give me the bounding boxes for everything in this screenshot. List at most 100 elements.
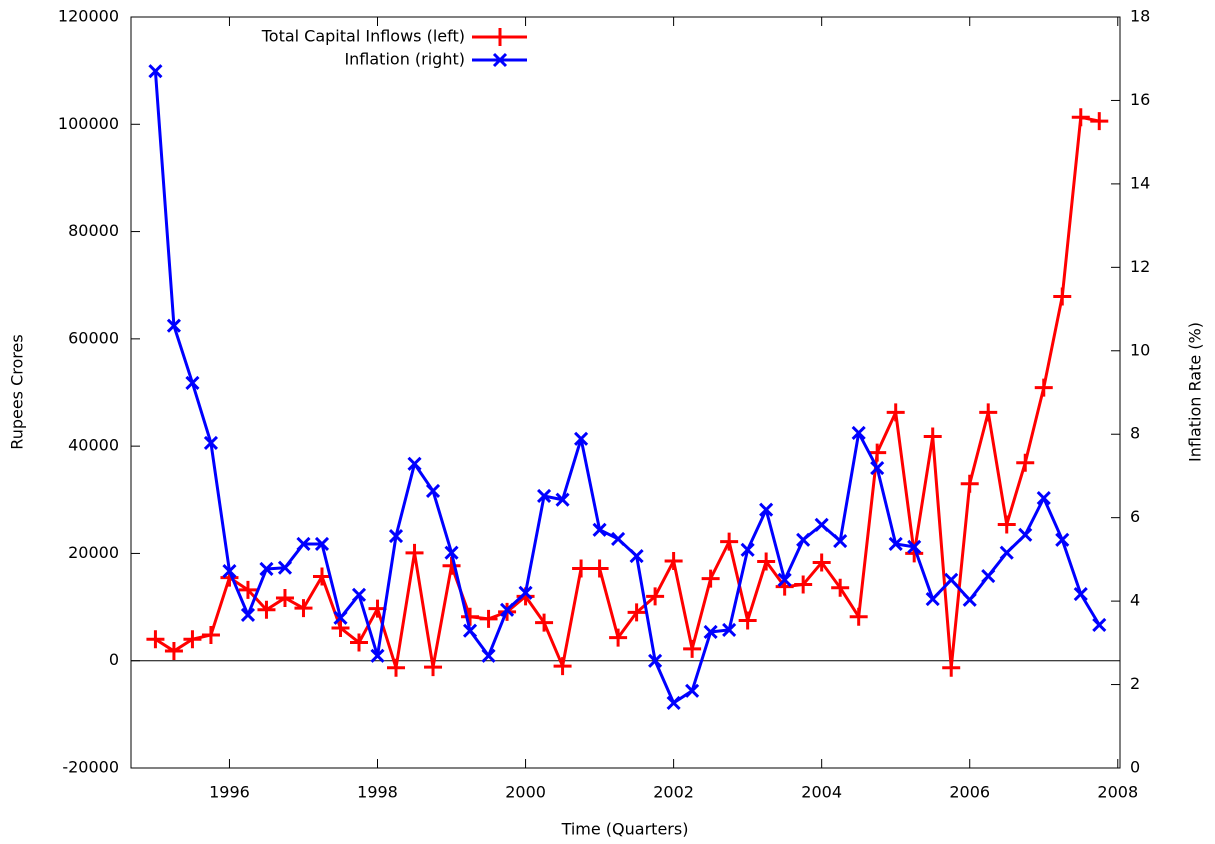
marker xyxy=(1073,586,1088,602)
marker xyxy=(611,531,626,547)
marker xyxy=(720,532,739,551)
marker xyxy=(851,425,866,441)
marker xyxy=(870,460,885,476)
marker xyxy=(277,560,293,575)
series-line xyxy=(154,115,1100,670)
marker xyxy=(222,564,237,579)
marker xyxy=(701,569,720,588)
marker xyxy=(627,603,646,622)
marker xyxy=(907,539,922,554)
marker xyxy=(1018,527,1033,542)
marker xyxy=(259,561,274,577)
marker xyxy=(999,545,1014,560)
marker xyxy=(962,592,977,607)
y2-tick-label: 10 xyxy=(1130,340,1150,359)
y2-tick-label: 12 xyxy=(1130,257,1150,276)
marker xyxy=(740,542,755,557)
legend-marker xyxy=(492,52,508,68)
marker xyxy=(609,628,628,647)
y-tick-label: -20000 xyxy=(62,758,119,777)
x-tick-label: 2004 xyxy=(801,783,842,802)
legend-marker xyxy=(491,28,509,46)
marker xyxy=(683,639,702,658)
marker xyxy=(312,567,331,586)
y-tick-label: 60000 xyxy=(68,328,119,347)
marker xyxy=(981,569,996,584)
marker xyxy=(759,502,774,517)
marker xyxy=(1016,453,1035,472)
y2-tick-label: 4 xyxy=(1130,591,1140,610)
marker xyxy=(424,658,443,677)
marker xyxy=(257,600,276,619)
y-tick-label: 40000 xyxy=(68,436,119,455)
x-tick-label: 1998 xyxy=(357,783,398,802)
marker xyxy=(535,613,554,632)
marker xyxy=(1071,108,1090,127)
y2-axis-label: Inflation Rate (%) xyxy=(1186,322,1205,462)
marker xyxy=(1036,490,1051,506)
marker xyxy=(148,64,163,79)
marker xyxy=(703,624,718,640)
y2-tick-label: 16 xyxy=(1130,90,1150,109)
marker xyxy=(479,609,498,628)
marker xyxy=(146,630,165,649)
marker xyxy=(1090,112,1109,131)
marker xyxy=(164,642,183,661)
x-tick-label: 2006 xyxy=(949,783,990,802)
y-tick-label: 20000 xyxy=(68,543,119,562)
marker xyxy=(648,653,663,668)
marker xyxy=(1053,287,1072,306)
marker xyxy=(405,543,424,562)
marker xyxy=(183,630,202,649)
marker xyxy=(407,456,422,471)
marker xyxy=(537,488,552,504)
marker xyxy=(201,625,220,644)
marker xyxy=(738,611,757,630)
marker xyxy=(240,607,256,622)
x-tick-label: 2000 xyxy=(505,783,546,802)
marker xyxy=(275,588,294,607)
y2-tick-label: 2 xyxy=(1130,674,1140,693)
marker xyxy=(203,435,219,451)
marker xyxy=(592,522,607,537)
x-tick-label: 2002 xyxy=(653,783,694,802)
marker xyxy=(997,515,1016,534)
marker xyxy=(296,536,311,552)
marker xyxy=(574,431,589,446)
marker xyxy=(425,483,441,499)
marker xyxy=(370,648,385,663)
y2-tick-label: 8 xyxy=(1130,424,1140,443)
marker xyxy=(442,556,461,575)
marker xyxy=(796,532,811,547)
marker xyxy=(555,492,570,507)
marker xyxy=(1092,617,1107,632)
y2-tick-label: 0 xyxy=(1130,758,1140,777)
marker xyxy=(294,599,313,618)
marker xyxy=(923,427,942,446)
marker xyxy=(314,536,330,552)
x-tick-label: 1996 xyxy=(209,783,250,802)
marker xyxy=(590,559,609,578)
x-axis-label: Time (Quarters) xyxy=(561,820,689,839)
y-tick-label: 100000 xyxy=(58,114,119,133)
marker xyxy=(886,403,905,422)
marker xyxy=(553,657,572,676)
marker xyxy=(666,695,681,710)
marker xyxy=(849,607,868,626)
marker xyxy=(387,658,406,677)
marker xyxy=(388,528,404,544)
marker xyxy=(166,318,181,333)
marker xyxy=(757,552,776,571)
marker xyxy=(685,683,700,698)
plot-frame xyxy=(130,16,1121,769)
legend-label: Total Capital Inflows (left) xyxy=(261,27,465,46)
marker xyxy=(572,559,591,578)
marker xyxy=(629,548,644,564)
marker xyxy=(812,553,831,572)
marker xyxy=(333,610,348,625)
marker xyxy=(331,618,350,637)
marker xyxy=(925,591,940,607)
marker xyxy=(461,607,480,626)
marker xyxy=(794,575,813,594)
